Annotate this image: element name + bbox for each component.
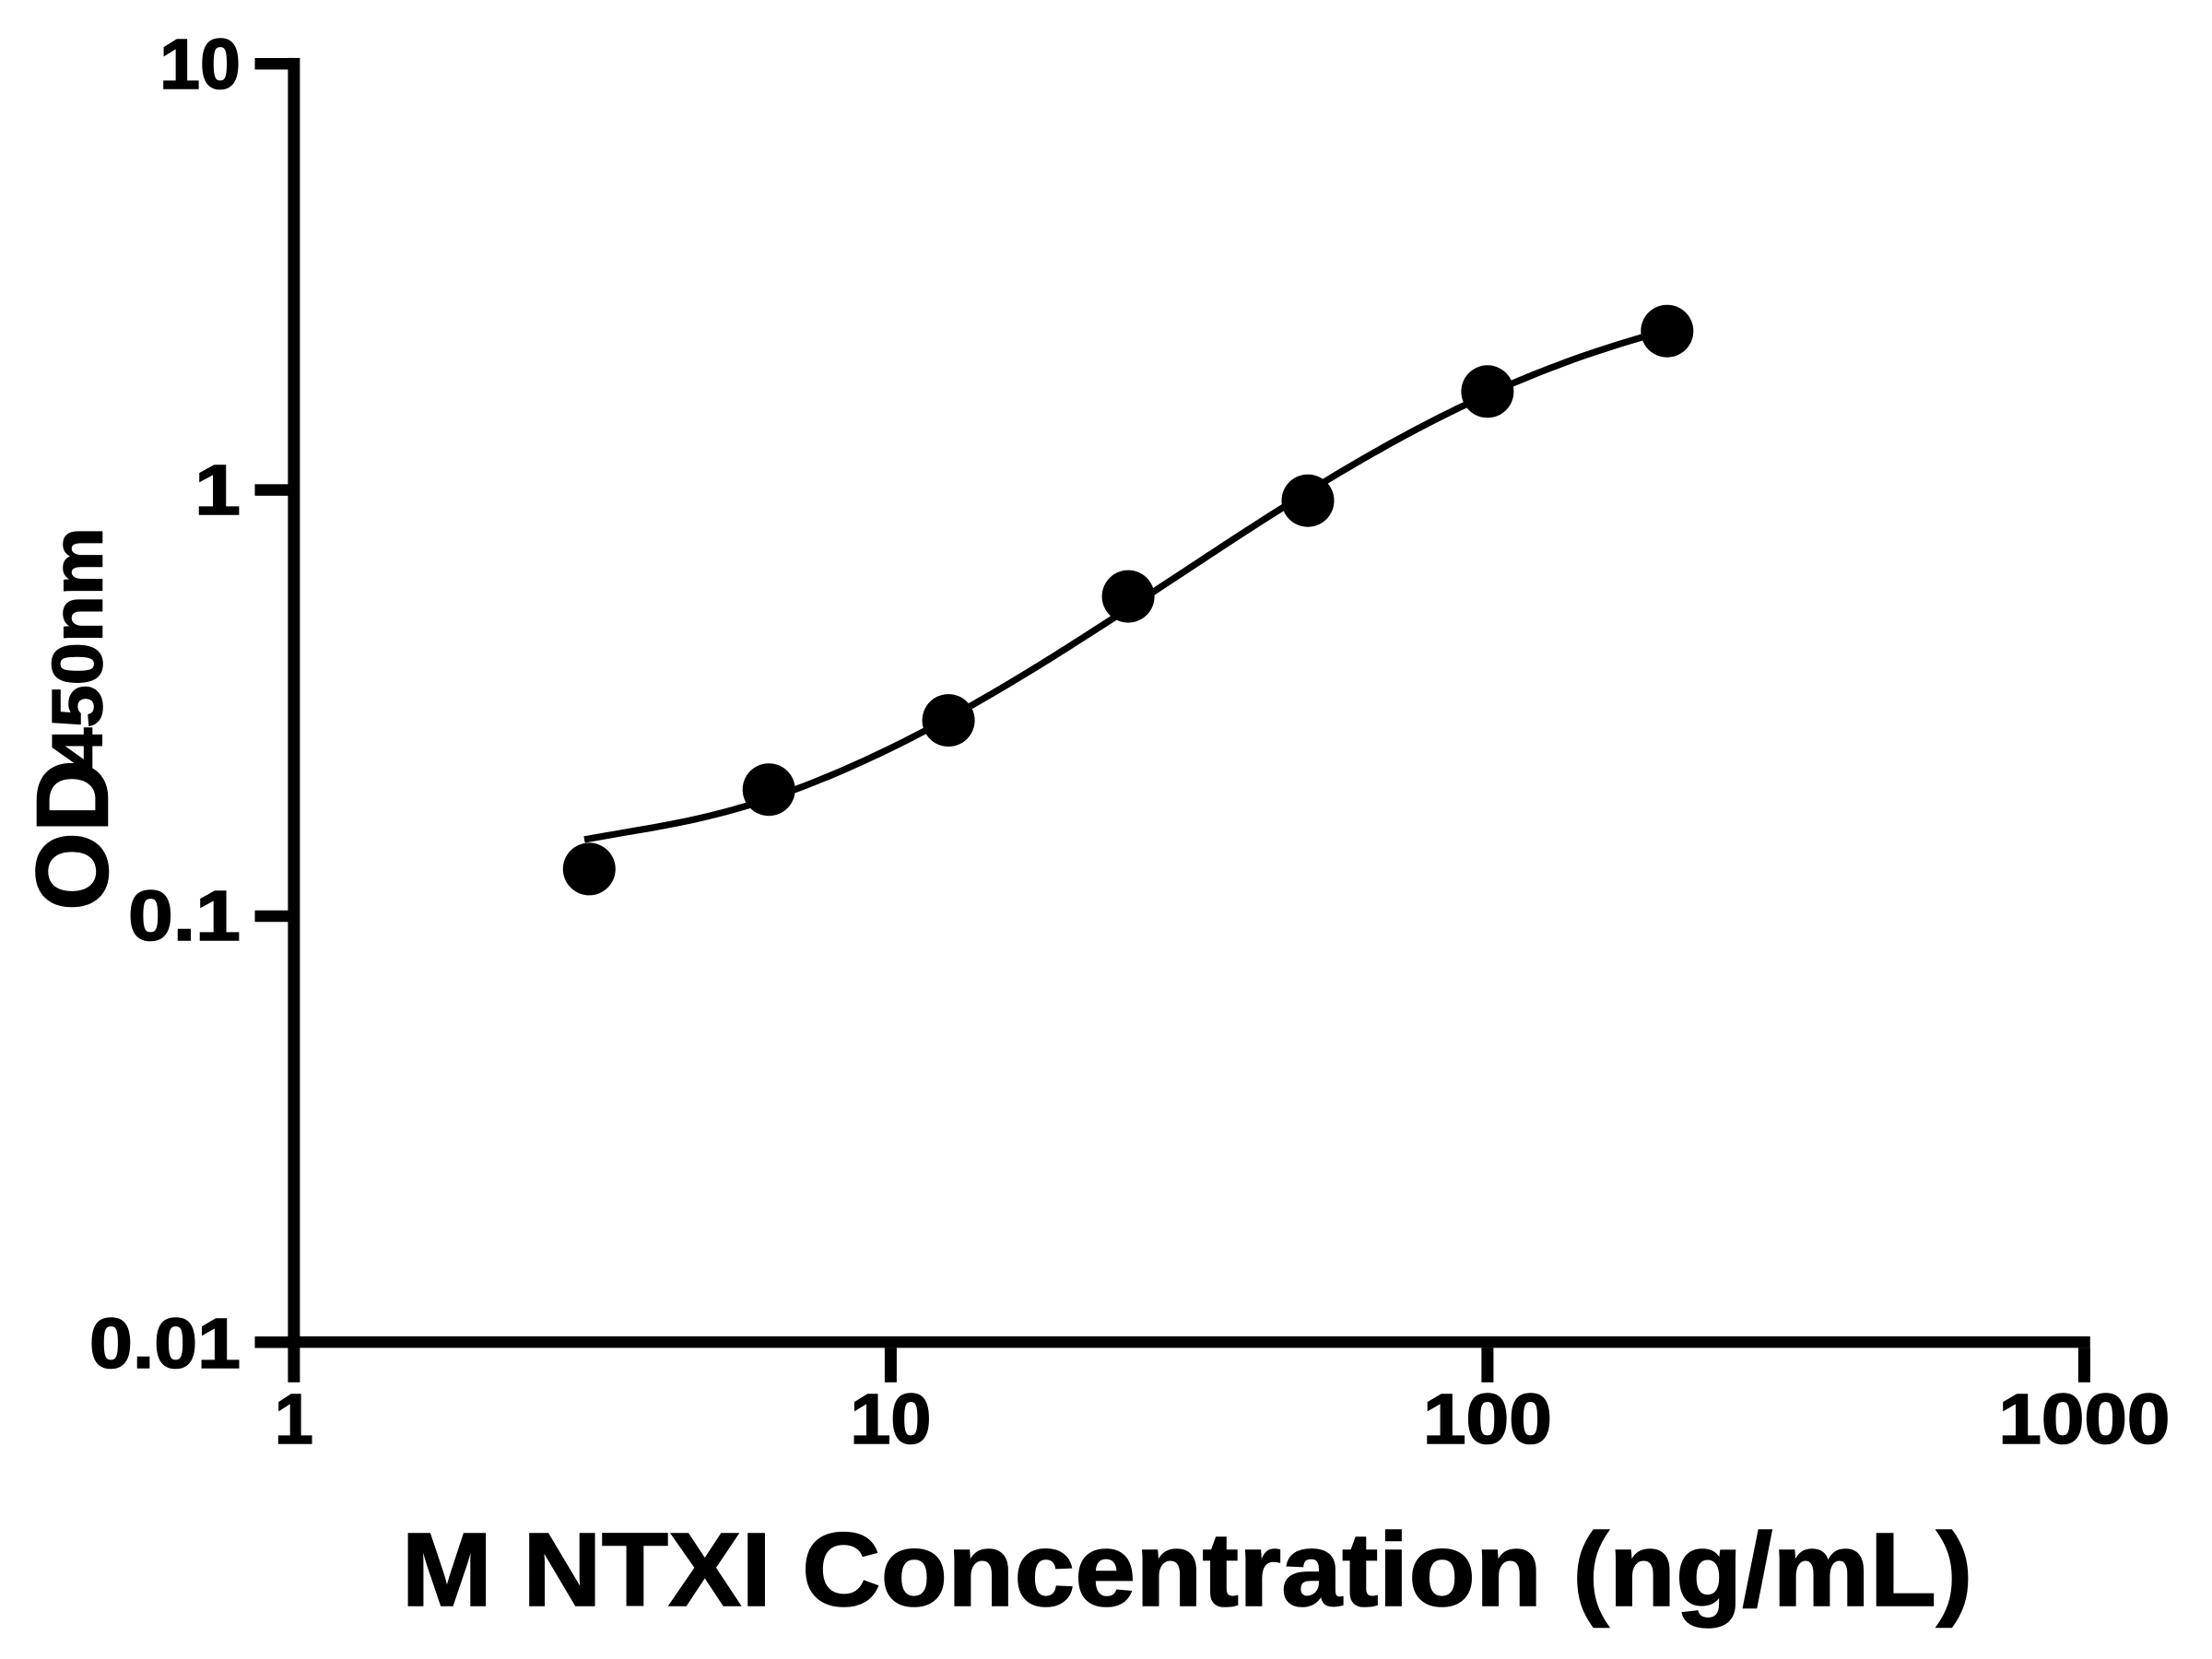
svg-text:OD: OD — [17, 759, 130, 911]
svg-text:100: 100 — [1423, 1380, 1552, 1459]
svg-text:10: 10 — [850, 1380, 931, 1459]
svg-text:1000: 1000 — [1998, 1380, 2170, 1459]
svg-text:0.1: 0.1 — [128, 877, 241, 956]
svg-text:450nm: 450nm — [39, 527, 118, 771]
svg-text:M NTXI Concentration (ng/mL): M NTXI Concentration (ng/mL) — [402, 1512, 1973, 1628]
svg-text:10: 10 — [159, 25, 241, 104]
svg-text:0.01: 0.01 — [89, 1304, 241, 1383]
svg-text:1: 1 — [194, 451, 241, 530]
svg-text:1: 1 — [275, 1380, 313, 1459]
